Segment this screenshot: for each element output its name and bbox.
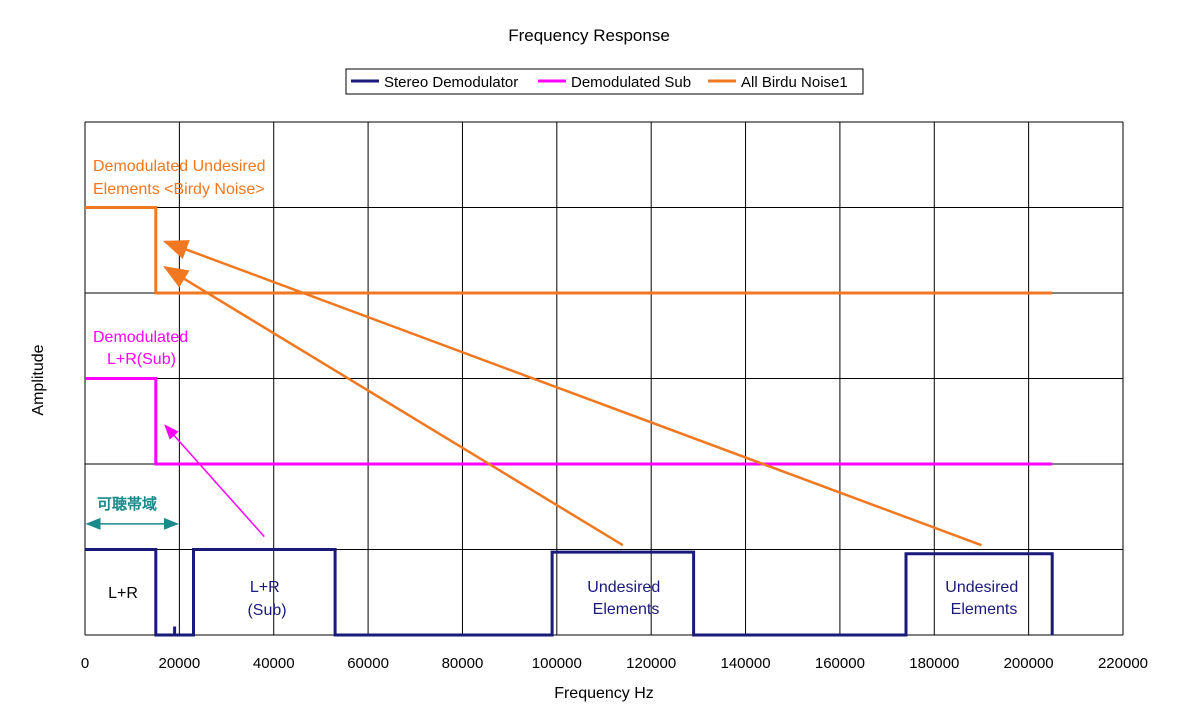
legend-label-stereo-demodulator: Stereo Demodulator	[384, 74, 518, 91]
legend-label-all-birdu-noise1: All Birdu Noise1	[741, 74, 848, 91]
x-axis-label: Frequency Hz	[554, 685, 654, 702]
demodulated-sub-label: Demodulated L+R(Sub)	[93, 329, 193, 368]
annotation-arrow-0	[163, 266, 624, 547]
x-tick-label-3: 60000	[347, 655, 389, 672]
x-tick-label-0: 0	[81, 655, 89, 672]
x-tick-label-9: 180000	[909, 655, 959, 672]
block-label-undesired-1-line1: Undesired	[587, 579, 660, 596]
block-label-undesired-2: Undesired Elements	[945, 579, 1022, 618]
series-line-all-birdu-noise1	[85, 206, 1053, 295]
birdy-noise-label: Demodulated Undesired Elements <Birdy No…	[93, 158, 270, 198]
x-tick-label-11: 220000	[1098, 655, 1148, 672]
demodulated-sub-label-line1: Demodulated	[93, 329, 188, 346]
grid	[84, 121, 1124, 636]
block-label-undesired-2-line1: Undesired	[945, 579, 1018, 596]
x-tick-label-2: 40000	[253, 655, 295, 672]
birdy-noise-label-line2: Elements <Birdy Noise>	[93, 181, 265, 198]
annotation-arrow-1	[162, 240, 982, 547]
legend-box	[345, 68, 864, 95]
x-tick-label-10: 200000	[1004, 655, 1054, 672]
x-tick-label-7: 140000	[721, 655, 771, 672]
chart-title: Frequency Response	[508, 26, 670, 45]
block-label-sub-line2: (Sub)	[247, 602, 286, 619]
demodulated-sub-label-line2: L+R(Sub)	[107, 351, 176, 368]
x-tick-label-4: 80000	[442, 655, 484, 672]
annotation-arrow-2	[164, 424, 265, 538]
block-label-lr: L+R	[108, 585, 138, 602]
block-label-undesired-1: Undesired Elements	[587, 579, 664, 618]
series-lines	[85, 206, 1054, 637]
block-label-sub-line1: L+R	[250, 579, 280, 596]
x-tick-labels: 0 20000 40000 60000 80000 100000 120000 140000 1…	[81, 655, 1148, 672]
block-label-undesired-1-line2: Elements	[593, 601, 660, 618]
x-tick-label-5: 100000	[532, 655, 582, 672]
y-axis-label: Amplitude	[30, 344, 47, 415]
block-label-sub: L+R (Sub)	[247, 579, 286, 619]
legend-label-demodulated-sub: Demodulated Sub	[571, 74, 691, 91]
x-tick-label-1: 20000	[159, 655, 201, 672]
audible-band-label: 可聴帯域	[97, 495, 157, 513]
annotation-arrows	[85, 240, 982, 547]
birdy-noise-label-line1: Demodulated Undesired	[93, 158, 266, 175]
x-tick-label-6: 120000	[626, 655, 676, 672]
x-tick-label-8: 160000	[815, 655, 865, 672]
series-line-stereo-demodulator	[85, 548, 1054, 637]
legend: Stereo Demodulator Demodulated Sub All B…	[345, 68, 864, 95]
annotations: Demodulated Undesired Elements <Birdy No…	[93, 158, 1022, 619]
series-line-demodulated-sub	[85, 377, 1053, 466]
block-label-undesired-2-line2: Elements	[951, 601, 1018, 618]
